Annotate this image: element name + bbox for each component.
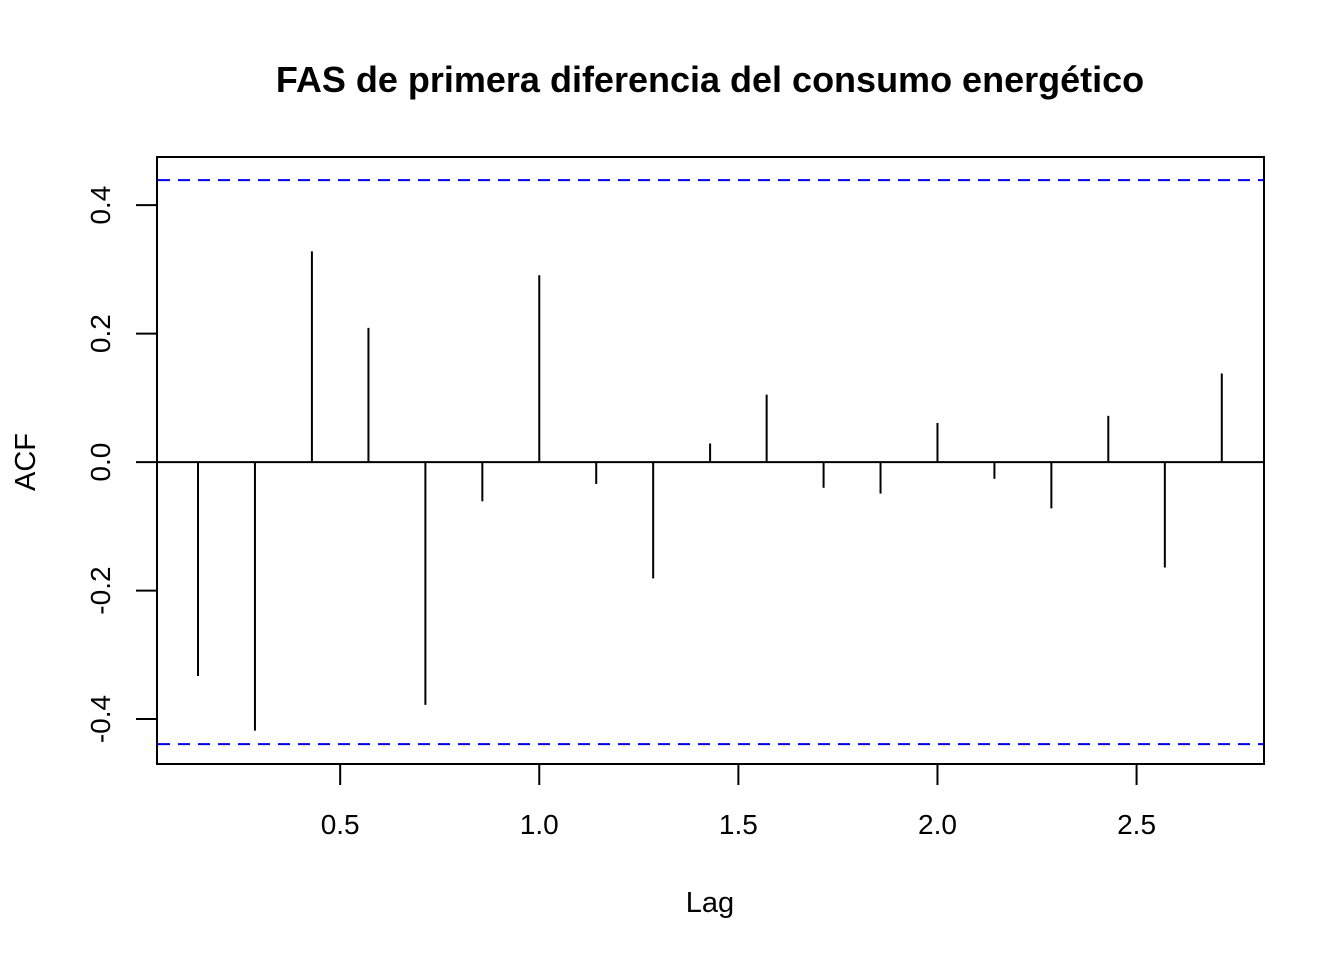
y-tick-label: -0.2	[85, 566, 116, 614]
chart-title: FAS de primera diferencia del consumo en…	[276, 59, 1144, 100]
y-tick-label: 0.4	[85, 186, 116, 225]
x-axis-label: Lag	[686, 887, 734, 919]
x-tick-label: 1.0	[520, 809, 559, 840]
y-tick-label: -0.4	[85, 695, 116, 743]
plot-marks: 0.5 1.0 1.5 2.0 2.5 -0.4 -0.2 0.0 0.2 0.4	[85, 179, 1264, 840]
x-tick-label: 2.5	[1117, 809, 1156, 840]
x-tick-label: 2.0	[918, 809, 957, 840]
y-tick-label: 0.2	[85, 314, 116, 353]
x-tick-label: 0.5	[321, 809, 360, 840]
y-tick-label: 0.0	[85, 443, 116, 482]
plot-frame	[156, 156, 1265, 765]
y-axis-label: ACF	[10, 433, 42, 491]
x-tick-label: 1.5	[719, 809, 758, 840]
